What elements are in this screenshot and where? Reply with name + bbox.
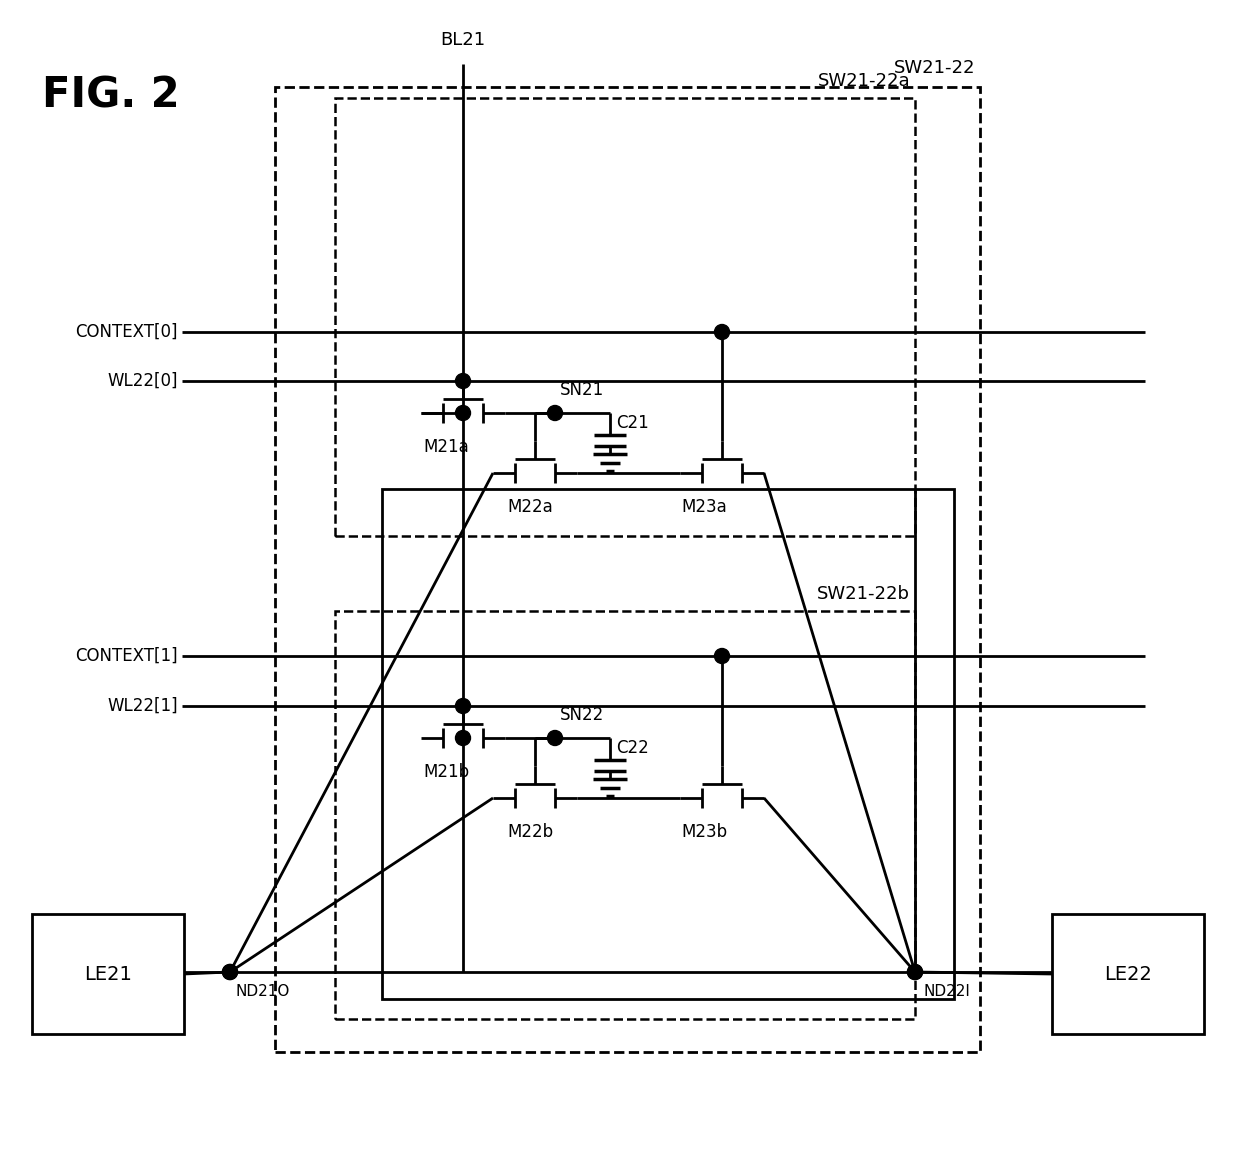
Text: LE21: LE21 [84, 965, 131, 984]
Text: M23b: M23b [681, 823, 727, 841]
Circle shape [455, 373, 470, 389]
Bar [335, 610, 915, 1019]
Text: M22a: M22a [507, 498, 553, 517]
Circle shape [548, 405, 563, 420]
Bar [32, 915, 184, 1034]
Text: FIG. 2: FIG. 2 [42, 74, 180, 116]
Text: SN21: SN21 [560, 382, 604, 399]
Bar [335, 97, 915, 537]
Text: WL22[0]: WL22[0] [108, 372, 179, 390]
Text: M21a: M21a [423, 438, 469, 456]
Text: SW21-22b: SW21-22b [817, 585, 910, 603]
Text: SN22: SN22 [560, 706, 604, 724]
Circle shape [455, 699, 470, 714]
Text: WL22[1]: WL22[1] [108, 697, 179, 715]
Bar [275, 87, 980, 1052]
Circle shape [908, 965, 923, 979]
Text: CONTEXT[1]: CONTEXT[1] [76, 647, 179, 664]
Circle shape [714, 324, 729, 339]
Text: ND21O: ND21O [236, 984, 289, 999]
Bar [382, 490, 954, 999]
Text: C22: C22 [616, 738, 649, 757]
Circle shape [222, 965, 238, 979]
Text: SW21-22: SW21-22 [894, 59, 975, 77]
Circle shape [222, 965, 238, 979]
Text: M23a: M23a [681, 498, 727, 517]
Circle shape [714, 648, 729, 663]
Text: M21b: M21b [423, 763, 469, 781]
Text: CONTEXT[0]: CONTEXT[0] [76, 323, 179, 340]
Text: ND22I: ND22I [923, 984, 970, 999]
Text: BL21: BL21 [440, 31, 486, 49]
Circle shape [455, 730, 470, 745]
Text: M22b: M22b [507, 823, 553, 841]
Text: LE22: LE22 [1104, 965, 1152, 984]
Bar [1052, 915, 1204, 1034]
Text: C21: C21 [616, 414, 649, 432]
Circle shape [455, 405, 470, 420]
Text: SW21-22a: SW21-22a [817, 72, 910, 90]
Circle shape [908, 965, 923, 979]
Circle shape [548, 730, 563, 745]
